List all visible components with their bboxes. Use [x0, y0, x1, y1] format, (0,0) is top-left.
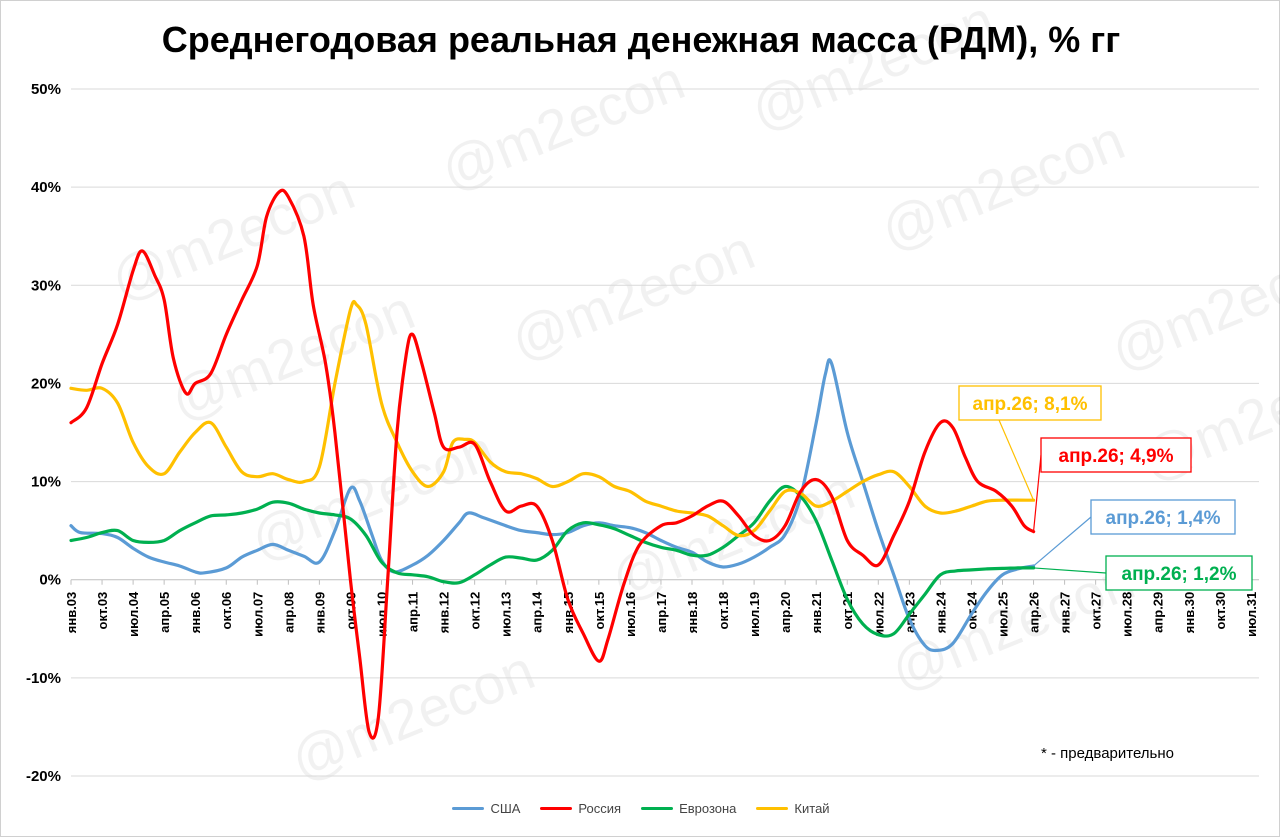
x-tick-label: апр.26: [1027, 592, 1042, 633]
x-tick-label: янв.03: [64, 592, 79, 634]
chart-title: Среднегодовая реальная денежная масса (Р…: [161, 19, 1121, 60]
callout-box: [1040, 437, 1192, 473]
x-tick-label: янв.30: [1182, 592, 1197, 634]
callout-label: апр.26; 1,4%: [1106, 508, 1221, 529]
watermark-text: @m2econ: [432, 48, 693, 202]
x-tick-label: июл.07: [250, 592, 265, 637]
y-tick-label: 50%: [31, 81, 61, 98]
y-tick-label: -10%: [26, 670, 61, 687]
x-tick-label: окт.30: [1213, 592, 1228, 630]
series-line-3: [69, 188, 1036, 740]
x-tick-label: окт.21: [840, 592, 855, 630]
watermark-text: @m2econ: [102, 158, 363, 312]
legend-label: США: [490, 801, 521, 816]
legend-swatch: [756, 807, 789, 810]
y-tick-label: 40%: [31, 179, 61, 196]
x-tick-label: июл.25: [996, 592, 1011, 637]
x-tick-label: апр.29: [1151, 592, 1166, 633]
callout-leader: [1033, 516, 1092, 567]
x-tick-label: июл.04: [126, 591, 141, 637]
x-tick-label: апр.08: [281, 592, 296, 633]
x-tick-label: янв.18: [685, 592, 700, 634]
legend-label: Китай: [794, 801, 830, 816]
x-tick-label: окт.18: [716, 592, 731, 630]
series-line-0: [69, 358, 1036, 653]
x-tick-label: янв.21: [809, 592, 824, 634]
legend: США Россия Еврозона Китай: [1, 801, 1280, 816]
callout-box: [1090, 499, 1236, 535]
legend-label: Еврозона: [679, 801, 737, 816]
legend-swatch: [641, 807, 674, 810]
y-tick-label: 10%: [31, 474, 61, 491]
watermark-text: @m2econ: [1102, 228, 1280, 382]
x-tick-label: июл.22: [871, 592, 886, 637]
x-tick-label: янв.12: [437, 592, 452, 634]
x-tick-label: окт.12: [468, 592, 483, 630]
legend-item: Россия: [540, 801, 621, 816]
watermark-text: @m2econ: [502, 218, 763, 372]
callout-leader: [998, 419, 1035, 501]
y-tick-label: 0%: [39, 572, 61, 589]
x-tick-label: окт.03: [95, 592, 110, 630]
legend-item: Китай: [756, 801, 830, 816]
callout-label: апр.26; 8,1%: [973, 394, 1088, 415]
x-tick-label: июл.16: [623, 592, 638, 637]
x-tick-label: июл.19: [747, 592, 762, 637]
x-tick-label: янв.06: [188, 592, 203, 634]
x-tick-label: июл.28: [1120, 592, 1135, 637]
x-tick-label: окт.06: [219, 592, 234, 630]
x-tick-label: июл.13: [499, 592, 514, 637]
watermark-text: @m2econ: [742, 1, 1003, 142]
x-tick-label: окт.15: [592, 592, 607, 630]
x-tick-label: янв.15: [561, 592, 576, 634]
callout-box: [958, 385, 1102, 421]
x-tick-label: янв.09: [312, 592, 327, 634]
callout-leader: [1032, 454, 1042, 532]
y-tick-label: -20%: [26, 768, 61, 785]
legend-swatch: [452, 807, 485, 810]
y-tick-label: 30%: [31, 277, 61, 294]
legend-swatch: [540, 807, 573, 810]
x-tick-label: окт.27: [1089, 592, 1104, 630]
series-line-2: [69, 299, 1036, 538]
y-tick-label: 20%: [31, 375, 61, 392]
series-lines: [69, 188, 1036, 740]
callout-label: апр.26; 1,2%: [1122, 564, 1237, 585]
x-tick-label: апр.17: [654, 592, 669, 633]
callout-label: апр.26; 4,9%: [1059, 446, 1174, 467]
legend-label: Россия: [578, 801, 622, 816]
x-tick-label: апр.05: [157, 592, 172, 633]
watermark-text: @m2econ: [872, 108, 1133, 262]
callouts: апр.26; 8,1% апр.26; 4,9% апр.26; 1,4% апр.…: [958, 385, 1253, 591]
watermark-text: @m2econ: [282, 638, 543, 792]
y-axis: -20% -10% 0% 10% 20% 30% 40% 50%: [26, 81, 61, 785]
watermark-layer: @m2econ@m2econ @m2econ@m2econ @m2econ@m2ec…: [102, 1, 1280, 792]
x-tick-label: июл.31: [1244, 592, 1259, 637]
x-tick-label: апр.14: [530, 591, 545, 633]
callout-box: [1105, 555, 1253, 591]
grid-lines: [71, 88, 1259, 777]
x-tick-label: апр.11: [406, 592, 421, 632]
x-tick-label: янв.27: [1058, 592, 1073, 634]
series-line-1: [69, 484, 1036, 638]
legend-item: Еврозона: [641, 801, 736, 816]
x-axis: янв.03 окт.03 июл.04 апр.05 янв.06 окт.06 июл.…: [64, 579, 1259, 637]
footnote: * - предварительно: [1041, 745, 1175, 762]
callout-leader: [1033, 567, 1107, 574]
x-tick-label: апр.20: [778, 592, 793, 633]
x-tick-label: янв.24: [933, 591, 948, 633]
legend-item: США: [452, 801, 520, 816]
